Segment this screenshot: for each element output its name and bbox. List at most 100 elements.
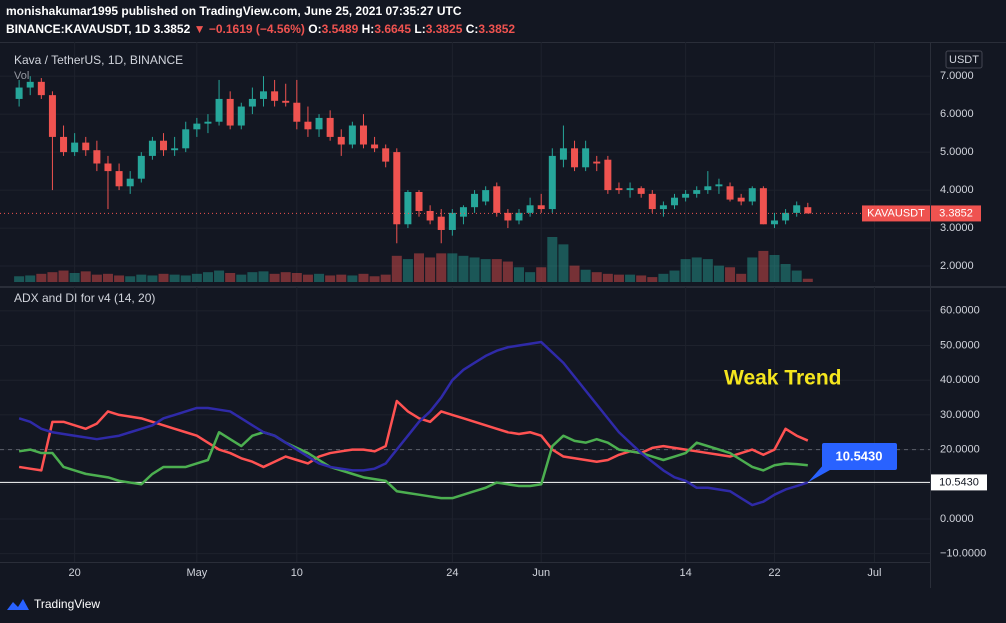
volume-bar (80, 271, 91, 282)
candle-body (104, 163, 112, 172)
candle-body (582, 148, 590, 168)
volume-bar (491, 259, 502, 282)
candle-body (282, 100, 290, 103)
x-tick-label: 20 (69, 567, 81, 579)
volume-bar (791, 270, 802, 282)
y-tick-label: 2.0000 (940, 260, 974, 272)
volume-bar (613, 274, 624, 282)
volume-bar (802, 278, 813, 282)
volume-bar (369, 276, 380, 282)
candle-body (426, 210, 434, 221)
volume-bar (47, 272, 58, 282)
volume-bar (180, 275, 191, 282)
volume-bar (647, 277, 658, 282)
volume-bar (458, 255, 469, 282)
candle-body (515, 212, 523, 221)
price-label-box (931, 205, 981, 222)
volume-bar (780, 264, 791, 282)
candle-body (226, 98, 234, 126)
volume-bar (258, 271, 269, 282)
volume-bar (525, 272, 536, 282)
volume-bar (91, 274, 102, 282)
level-label-box (931, 474, 987, 491)
callout-label: 10.5430 (836, 448, 883, 463)
candle-body (415, 191, 423, 211)
candle-body (448, 212, 456, 230)
y-tick-label: 3.0000 (940, 222, 974, 234)
volume-bar (436, 253, 447, 282)
candle-body (15, 87, 23, 99)
volume-bar (336, 274, 347, 282)
volume-bar (291, 273, 302, 282)
y-tick-label: 40.0000 (940, 374, 980, 386)
volume-bar (225, 273, 236, 282)
volume-bar (202, 272, 213, 282)
candle-body (82, 142, 90, 151)
candle-body (504, 212, 512, 221)
candle-body (382, 148, 390, 162)
candle-body (659, 205, 667, 210)
change: ▼ −0.1619 (−4.56%) (194, 22, 305, 36)
candle-body (559, 148, 567, 160)
price-tag: KAVAUSDT (867, 207, 925, 219)
volume-bar (758, 250, 769, 282)
volume-bar (769, 255, 780, 282)
symbol-line: BINANCE:KAVAUSDT, 1D 3.3852 ▼ −0.1619 (−… (6, 22, 515, 36)
candle-body (359, 125, 367, 145)
candle-body (770, 220, 778, 225)
ohlc-value: 3.6645 (374, 22, 411, 36)
level-label: 10.5430 (939, 476, 979, 488)
volume-bar (736, 273, 747, 282)
volume-bar (680, 259, 691, 282)
candle-body (471, 193, 479, 208)
volume-bar (591, 272, 602, 282)
indicator-line (18, 399, 809, 472)
volume-bar (191, 273, 202, 282)
candle-body (626, 188, 634, 191)
axis-border (930, 42, 931, 588)
candle-body (259, 91, 267, 99)
volume-bar (36, 273, 47, 282)
y-tick-label: 4.0000 (940, 184, 974, 196)
candle-body (593, 161, 601, 164)
y-tick-label: 7.0000 (940, 70, 974, 82)
candle-body (671, 197, 679, 206)
candle-body (26, 81, 34, 88)
volume-bar (125, 276, 136, 282)
x-tick-label: 10 (291, 567, 303, 579)
volume-bar (347, 275, 358, 282)
volume-bar (236, 274, 247, 282)
candle-body (137, 155, 145, 179)
footer (0, 588, 1006, 623)
axis-border (0, 562, 930, 563)
volume-bar (247, 272, 258, 282)
volume-bar (658, 273, 669, 282)
volume-bar (358, 273, 369, 282)
indicator-line (18, 340, 809, 507)
candle-body (115, 171, 123, 187)
volume-bar (325, 275, 336, 282)
volume-bar (602, 273, 613, 282)
x-tick-label: May (186, 567, 207, 579)
ohlc-value: 3.3825 (426, 22, 463, 36)
price-label: 3.3852 (939, 207, 973, 219)
pane-separator (0, 286, 1006, 288)
logo-icon (7, 599, 29, 610)
volume-bar (102, 273, 113, 282)
candle-body (682, 193, 690, 198)
candle-body (182, 129, 190, 149)
volume-bar (536, 267, 547, 282)
callout (807, 443, 897, 483)
y-tick-label: 30.0000 (940, 409, 980, 421)
candle-body (271, 91, 279, 101)
volume-bar (136, 274, 147, 282)
volume-bar (747, 257, 758, 282)
frame-line (0, 42, 1006, 43)
y-tick-label: 5.0000 (940, 146, 974, 158)
candle-body (337, 136, 345, 145)
candle-body (348, 125, 356, 145)
candle-body (237, 106, 245, 126)
candle-body (71, 142, 79, 153)
